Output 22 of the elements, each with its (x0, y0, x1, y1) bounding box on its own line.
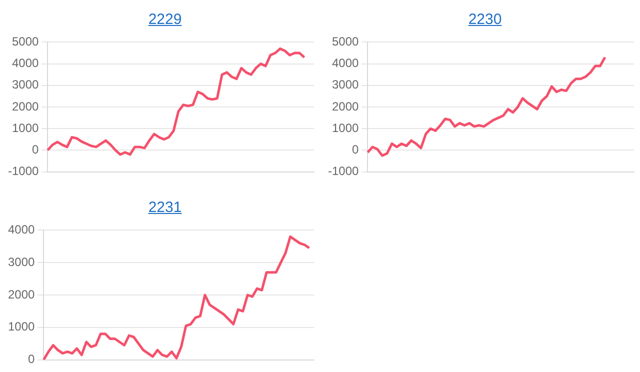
y-tick-label: 2000 (332, 99, 360, 114)
y-tick-label: 3000 (12, 78, 40, 92)
chart-title: 2230 (467, 10, 503, 30)
y-tick-label: 3000 (8, 254, 36, 269)
y-tick-label: 5000 (332, 34, 360, 49)
y-tick-label: -1000 (8, 164, 40, 178)
y-tick-label: 0 (28, 352, 36, 366)
y-tick-label: 4000 (8, 222, 36, 237)
y-tick-label: 2000 (8, 287, 36, 302)
y-tick-label: 1000 (12, 120, 40, 135)
chart-title: 2229 (147, 10, 183, 30)
y-tick-label: 4000 (12, 56, 40, 70)
y-tick-label: -1000 (328, 164, 360, 178)
y-tick-label: 4000 (332, 56, 360, 70)
chart-title: 2231 (147, 198, 183, 218)
y-tick-label: 2000 (12, 99, 40, 114)
y-tick-label: 5000 (12, 34, 40, 49)
y-tick-label: 0 (352, 142, 360, 157)
y-tick-label: 1000 (332, 120, 360, 135)
y-tick-label: 0 (32, 142, 40, 157)
y-tick-label: 1000 (8, 320, 36, 334)
y-tick-label: 3000 (332, 78, 360, 92)
